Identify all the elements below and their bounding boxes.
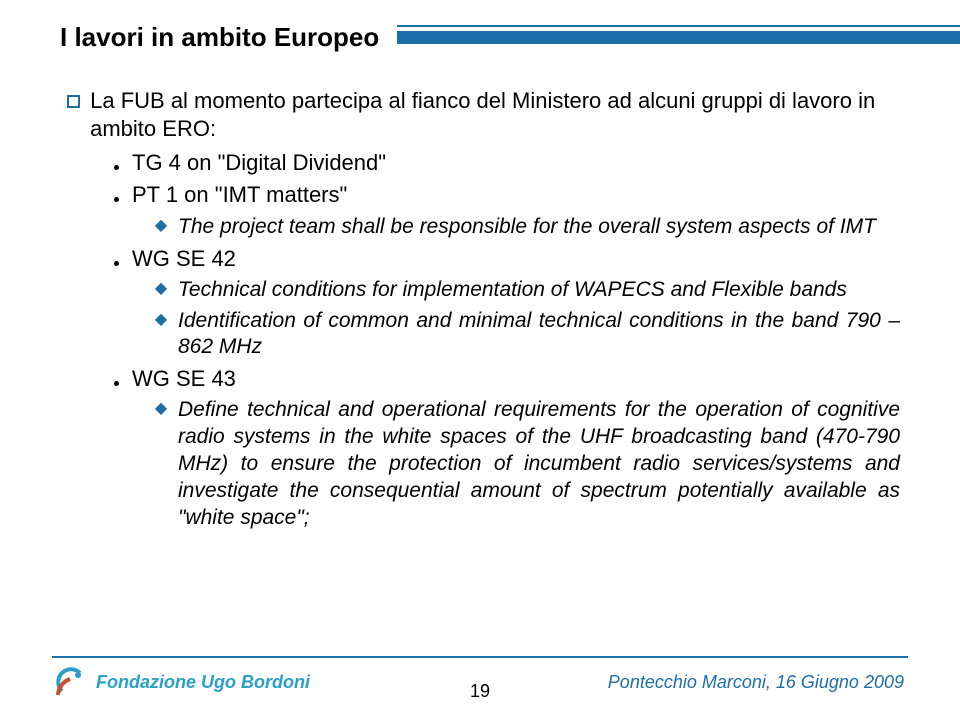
bullet-l1: La FUB al momento partecipa al fianco de… (66, 87, 900, 143)
slide: I lavori in ambito Europeo La FUB al mom… (0, 0, 960, 712)
logo-text: Fondazione Ugo Bordoni (96, 672, 310, 693)
bullet-l2-tg4: TG 4 on "Digital Dividend" (110, 149, 900, 177)
footer: Fondazione Ugo Bordoni 19 Pontecchio Mar… (0, 658, 960, 712)
dot-bullet-icon (110, 245, 122, 273)
page-number: 19 (470, 681, 490, 702)
bullet-l2-text: WG SE 42 (132, 245, 236, 273)
bullet-l2-text: PT 1 on "IMT matters" (132, 181, 347, 209)
title-row: I lavori in ambito Europeo (60, 22, 900, 53)
dot-bullet-icon (110, 181, 122, 209)
bullet-l3-pt1-1: ◆ The project team shall be responsible … (154, 214, 900, 241)
bullet-l3-se42-2: ◆ Identification of common and minimal t… (154, 308, 900, 362)
bullet-l3-text: The project team shall be responsible fo… (178, 214, 900, 241)
bullet-l2-text: TG 4 on "Digital Dividend" (132, 149, 386, 177)
bullet-l1-text: La FUB al momento partecipa al fianco de… (90, 87, 900, 143)
dot-bullet-icon (110, 365, 122, 393)
square-bullet-icon (66, 87, 80, 143)
bullet-l3-se42-1: ◆ Technical conditions for implementatio… (154, 277, 900, 304)
bullet-l2-se43: WG SE 43 (110, 365, 900, 393)
slide-title: I lavori in ambito Europeo (60, 22, 379, 53)
bullet-l2-text: WG SE 43 (132, 365, 236, 393)
bullet-l2-pt1: PT 1 on "IMT matters" (110, 181, 900, 209)
bullet-l3-text: Identification of common and minimal tec… (178, 308, 900, 362)
arrow-bullet-icon: ◆ (154, 216, 168, 241)
footer-logo: Fondazione Ugo Bordoni (56, 667, 310, 697)
footer-divider (52, 656, 908, 658)
logo-icon (56, 667, 86, 697)
dot-bullet-icon (110, 149, 122, 177)
bullet-l3-text: Technical conditions for implementation … (178, 277, 900, 304)
footer-note: Pontecchio Marconi, 16 Giugno 2009 (608, 672, 904, 693)
arrow-bullet-icon: ◆ (154, 310, 168, 362)
title-bar (397, 25, 900, 51)
arrow-bullet-icon: ◆ (154, 399, 168, 531)
bullet-l3-se43-1: ◆ Define technical and operational requi… (154, 397, 900, 531)
arrow-bullet-icon: ◆ (154, 279, 168, 304)
content: La FUB al momento partecipa al fianco de… (60, 87, 900, 532)
bullet-l2-se42: WG SE 42 (110, 245, 900, 273)
bullet-l3-text: Define technical and operational require… (178, 397, 900, 531)
